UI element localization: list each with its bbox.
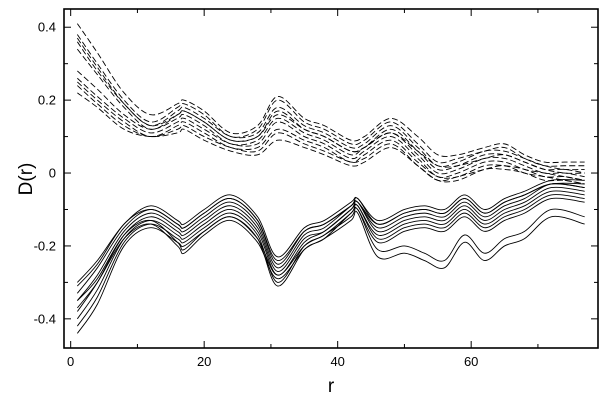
x-tick-label: 0	[67, 354, 74, 369]
solid-series-line-8	[77, 207, 585, 301]
x-axis-title: r	[328, 376, 335, 397]
solid-series-line-9	[76, 210, 585, 309]
x-tick-label: 20	[197, 354, 211, 369]
x-tick-label: 40	[330, 354, 344, 369]
solid-series-line-3	[76, 183, 585, 301]
solid-series-line-1	[77, 179, 585, 283]
y-tick-label: 0	[49, 166, 56, 181]
y-tick-label: -0.2	[34, 238, 56, 253]
series-layer	[76, 23, 585, 334]
dashed-series-line-3	[76, 41, 585, 171]
solid-series-line-5	[76, 190, 585, 320]
solid-series-line-10	[77, 183, 585, 287]
y-tick-label: 0.4	[38, 20, 56, 35]
dashed-series-line-10	[76, 37, 585, 174]
dashed-series-line-6	[77, 77, 585, 181]
dashed-series-line-8	[77, 85, 585, 185]
dashed-series-line-9	[77, 92, 585, 185]
axes-layer: 0 20 40 60 -0.4 -0.2 0 0.2 0.4	[34, 9, 598, 369]
x-tick-label: 60	[464, 354, 478, 369]
solid-series-line-6	[76, 194, 585, 327]
plot-frame	[63, 8, 599, 349]
y-axis-title: D(r)	[16, 163, 37, 196]
dashed-series-line-1	[76, 23, 585, 164]
y-tick-label: 0.2	[38, 93, 56, 108]
dashed-series-line-2	[76, 34, 585, 167]
dashed-series-line-5	[77, 70, 585, 178]
y-tick-label: -0.4	[34, 311, 56, 326]
